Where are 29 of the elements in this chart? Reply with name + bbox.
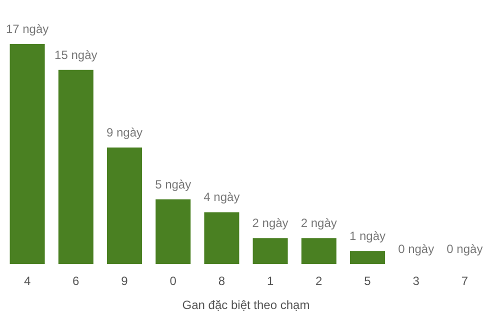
bar — [301, 238, 336, 264]
data-label: 0 ngày — [446, 242, 483, 256]
x-tick-label: 2 — [316, 274, 323, 288]
x-tick-label: 1 — [266, 274, 274, 288]
data-label: 9 ngày — [106, 126, 143, 140]
data-label: 4 ngày — [204, 190, 240, 204]
data-label: 17 ngày — [6, 22, 49, 36]
bar — [10, 44, 45, 264]
x-tick-label: 3 — [412, 274, 420, 288]
bar — [156, 199, 191, 264]
x-tick-label: 4 — [24, 274, 31, 288]
bar — [204, 212, 240, 264]
data-label: 2 ngày — [300, 216, 337, 230]
x-tick-label: 6 — [72, 274, 80, 288]
x-tick-label: 7 — [461, 274, 468, 288]
bar — [350, 251, 385, 264]
x-tick-label: 0 — [170, 274, 177, 288]
bar — [58, 70, 94, 264]
data-label: 1 ngày — [349, 229, 386, 244]
data-label: 5 ngày — [155, 177, 192, 192]
bar — [252, 238, 288, 264]
data-label: 15 ngày — [54, 48, 98, 62]
x-tick-label: 5 — [364, 274, 372, 288]
x-axis-title: Gan đặc biệt theo chạm — [182, 298, 310, 312]
bar — [107, 148, 142, 264]
x-tick-label: 9 — [121, 274, 128, 288]
data-label: 0 ngày — [398, 242, 434, 256]
data-label: 2 ngày — [252, 216, 288, 230]
x-tick-label: 8 — [218, 274, 226, 288]
